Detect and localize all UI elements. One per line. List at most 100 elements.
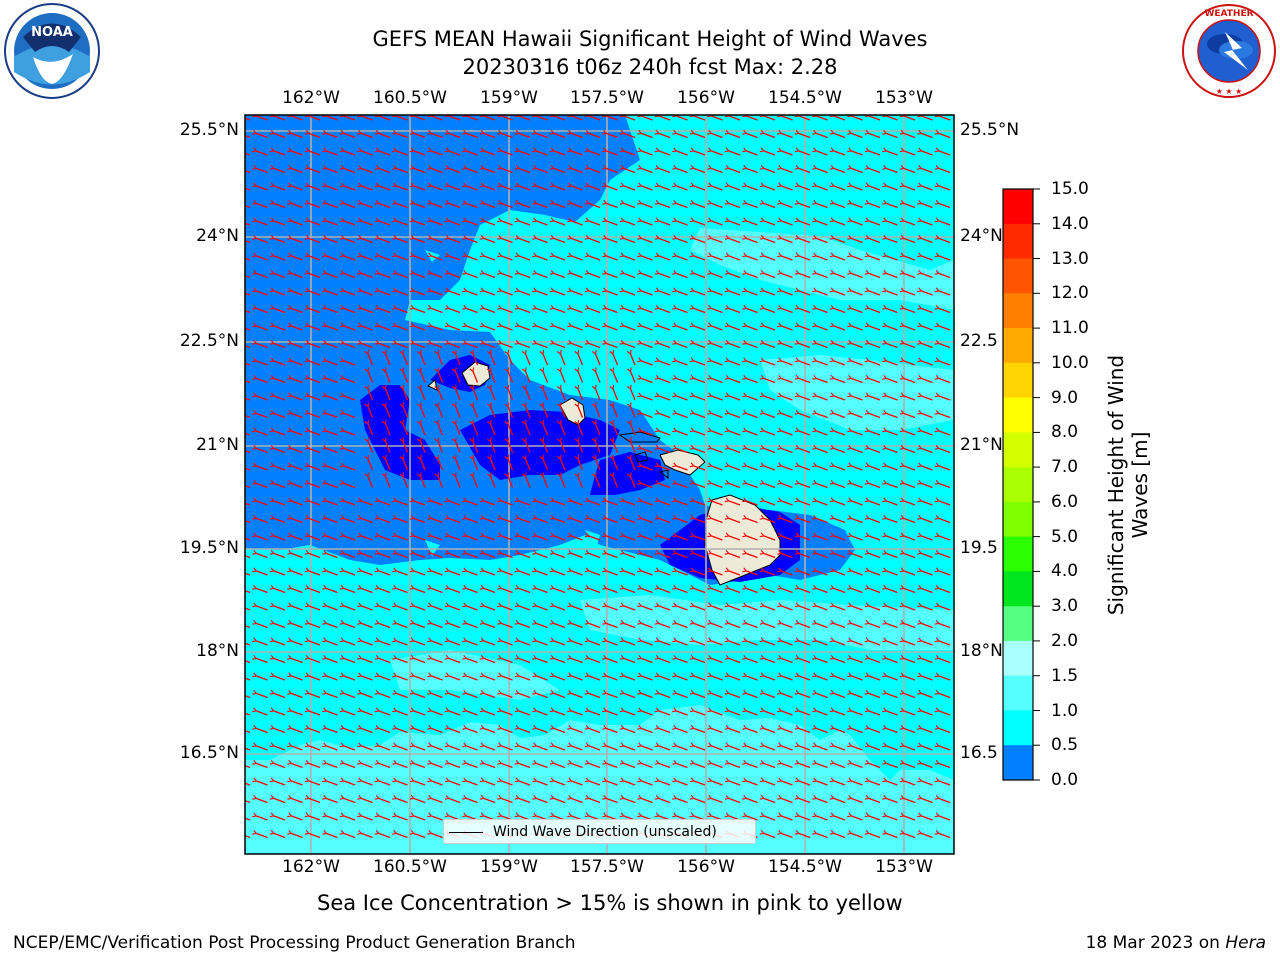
wave-direction-arrow (689, 164, 706, 174)
wave-direction-arrow (829, 392, 846, 401)
colorbar-tick-label: 2.0 (1051, 630, 1079, 651)
wave-direction-arrow (724, 672, 741, 681)
wave-direction-arrow (654, 777, 671, 786)
wave-direction-arrow (374, 514, 391, 524)
colorbar-segment (1003, 362, 1033, 399)
wave-direction-arrow (514, 794, 531, 804)
wave-direction-arrow (287, 234, 303, 244)
wave-direction-arrow (637, 164, 653, 174)
wave-direction-arrow (812, 777, 828, 786)
wave-direction-arrow (469, 437, 479, 453)
wave-direction-arrow (497, 129, 513, 139)
wave-direction-arrow (252, 637, 268, 646)
wave-direction-arrow (759, 479, 776, 489)
wave-direction-arrow (672, 304, 688, 314)
wave-direction-arrow (532, 602, 548, 611)
wave-direction-arrow (444, 129, 461, 139)
wave-direction-arrow (339, 234, 356, 244)
wave-direction-arrow (252, 724, 268, 734)
wave-direction-arrow (252, 654, 268, 664)
wave-direction-arrow (707, 759, 723, 769)
wave-direction-arrow (287, 619, 303, 629)
wave-direction-arrow (322, 514, 338, 524)
wave-direction-arrow (462, 252, 478, 261)
wave-direction-arrow (899, 287, 916, 296)
wave-direction-arrow (427, 637, 443, 646)
wave-direction-arrow (392, 654, 408, 664)
wave-direction-arrow (567, 252, 583, 261)
wave-direction-arrow (584, 234, 601, 244)
wave-direction-arrow (252, 584, 268, 594)
wave-direction-arrow (574, 402, 584, 418)
wave-direction-arrow (654, 707, 671, 716)
wave-direction-arrow (917, 339, 933, 349)
wave-direction-arrow (497, 287, 513, 296)
wave-direction-arrow (689, 287, 706, 296)
wave-direction-arrow (252, 619, 268, 629)
wave-direction-arrow (882, 129, 898, 139)
wave-direction-arrow (742, 759, 758, 769)
wave-direction-arrow (689, 514, 706, 524)
wave-direction-arrow (812, 199, 828, 209)
wave-direction-arrow (602, 322, 618, 331)
wave-direction-arrow (427, 707, 443, 716)
wave-direction-arrow (549, 567, 566, 576)
wave-direction-arrow (304, 287, 321, 296)
wave-direction-arrow (882, 444, 898, 454)
wave-direction-arrow (794, 567, 811, 576)
wave-direction-arrow (742, 164, 758, 174)
wave-direction-arrow (619, 497, 636, 506)
wave-direction-arrow (514, 217, 531, 226)
wave-direction-arrow (374, 304, 391, 314)
wave-direction-arrow (374, 759, 391, 769)
wave-direction-arrow (742, 147, 758, 156)
wave-direction-arrow (759, 164, 776, 174)
wave-direction-arrow (409, 532, 426, 541)
wave-direction-arrow (269, 549, 286, 559)
wave-direction-arrow (514, 759, 531, 769)
wave-direction-arrow (759, 269, 776, 279)
wave-direction-arrow (269, 654, 286, 664)
wave-direction-arrow (882, 287, 898, 296)
wave-direction-arrow (672, 234, 688, 244)
wave-direction-arrow (812, 654, 828, 664)
wave-direction-arrow (451, 384, 461, 401)
wave-direction-arrow (847, 462, 863, 471)
wave-direction-arrow (829, 654, 846, 664)
wave-direction-arrow (409, 567, 426, 576)
wave-direction-arrow (619, 217, 636, 226)
wave-direction-arrow (882, 409, 898, 419)
wave-direction-arrow (626, 349, 636, 366)
wave-direction-arrow (602, 234, 618, 244)
wave-direction-arrow (399, 402, 409, 418)
wave-direction-arrow (654, 672, 671, 681)
wave-direction-arrow (829, 339, 846, 349)
wave-direction-arrow (339, 672, 356, 681)
wave-direction-arrow (304, 339, 321, 349)
wave-direction-arrow (917, 654, 933, 664)
wave-direction-arrow (287, 444, 303, 454)
wave-direction-arrow (654, 287, 671, 296)
wave-direction-arrow (245, 257, 251, 261)
wave-direction-arrow (532, 339, 548, 349)
wave-direction-arrow (304, 374, 321, 384)
wave-direction-arrow (899, 427, 916, 436)
colorbar-segment (1003, 397, 1033, 433)
wave-direction-arrow (339, 217, 356, 226)
wave-direction-arrow (724, 147, 741, 156)
wave-direction-arrow (794, 514, 811, 524)
wave-direction-arrow (619, 269, 636, 279)
wave-direction-arrow (689, 532, 706, 541)
wave-direction-arrow (245, 222, 251, 226)
wave-direction-arrow (689, 252, 706, 261)
wave-direction-arrow (917, 357, 933, 366)
wave-direction-arrow (882, 252, 898, 261)
wave-direction-arrow (934, 637, 951, 646)
wave-direction-arrow (654, 584, 671, 594)
colorbar-segment (1003, 189, 1033, 225)
wave-direction-arrow (427, 339, 443, 349)
latitude-label: 19.5°N (179, 538, 239, 558)
wave-direction-arrow (479, 147, 496, 156)
wave-direction-arrow (882, 497, 898, 506)
wave-direction-arrow (812, 567, 828, 576)
